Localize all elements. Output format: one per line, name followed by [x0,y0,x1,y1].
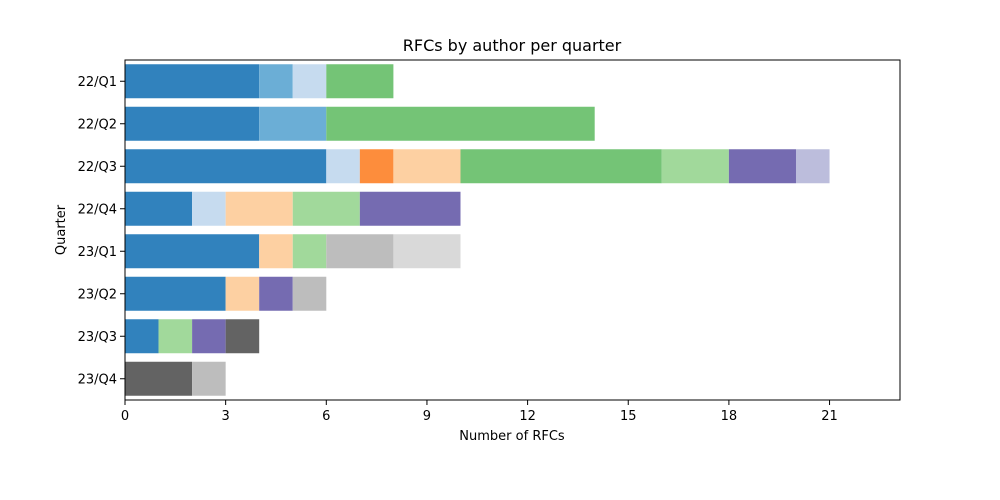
bar-segment-22-q2-s5 [326,106,595,141]
bar-segment-22-q1-s2 [292,64,327,99]
x-axis-label: Number of RFCs [459,429,565,444]
y-axis-label: Quarter [54,204,69,255]
bar-segment-22-q4-s4 [225,191,293,226]
x-tick-label: 15 [620,409,637,424]
chart-title: RFCs by author per quarter [403,36,622,55]
bar-segment-23-q4-s9 [125,361,193,396]
bar-segment-23-q1-s10 [326,234,394,269]
x-tick-label: 6 [322,409,330,424]
bar-segment-22-q2-s1 [259,106,327,141]
bar-segment-23-q1-s6 [292,234,327,269]
bar-segment-23-q1-s0 [125,234,260,269]
bar-segment-23-q2-s10 [292,276,327,311]
bar-segment-23-q3-s0 [125,319,159,354]
bar-segment-23-q2-s4 [225,276,260,311]
bars-group [125,64,830,396]
bar-segment-23-q2-s0 [125,276,226,311]
y-tick-label: 23/Q2 [78,287,117,302]
bar-segment-22-q1-s5 [326,64,394,99]
bar-segment-23-q1-s4 [259,234,293,269]
bar-segment-23-q4-s10 [192,361,226,396]
bar-segment-22-q3-s4 [393,149,461,184]
bar-segment-22-q3-s6 [661,149,729,184]
y-tick-label: 23/Q4 [78,372,117,387]
x-tick-label: 3 [222,409,230,424]
bar-segment-23-q3-s7 [192,319,226,354]
bar-segment-22-q4-s2 [192,191,226,226]
bar-segment-22-q1-s1 [259,64,293,99]
bar-segment-22-q4-s7 [359,191,461,226]
bar-segment-23-q2-s7 [259,276,293,311]
y-tick-label: 22/Q2 [78,117,117,132]
y-tick-label: 22/Q3 [78,160,117,175]
bar-segment-22-q2-s0 [125,106,260,141]
x-tick-label: 0 [121,409,129,424]
x-tick-label: 9 [423,409,431,424]
bar-segment-22-q3-s3 [359,149,394,184]
bar-segment-22-q3-s8 [795,149,830,184]
bar-segment-22-q3-s2 [326,149,360,184]
y-tick-label: 23/Q1 [78,245,117,260]
bar-segment-22-q3-s7 [728,149,796,184]
y-tick-label: 22/Q4 [78,202,117,217]
bar-segment-23-q1-s11 [393,234,461,269]
x-tick-label: 21 [821,409,838,424]
bar-segment-22-q3-s5 [460,149,662,184]
bar-segment-22-q1-s0 [125,64,260,99]
x-tick-label: 12 [519,409,536,424]
plot-frame [124,59,901,401]
y-axis: 22/Q1 22/Q2 22/Q3 22/Q4 23/Q1 23/Q2 23/Q3 23/Q4 [78,75,125,387]
bar-segment-22-q4-s0 [125,191,193,226]
x-tick-label: 18 [721,409,738,424]
bar-segment-22-q4-s6 [292,191,360,226]
y-tick-label: 23/Q3 [78,330,117,345]
y-tick-label: 22/Q1 [78,75,117,90]
bar-segment-23-q3-s9 [225,319,260,354]
bar-segment-22-q3-s0 [125,149,327,184]
bar-segment-23-q3-s6 [158,319,193,354]
x-axis: 0 3 6 9 12 15 18 21 [121,400,838,424]
